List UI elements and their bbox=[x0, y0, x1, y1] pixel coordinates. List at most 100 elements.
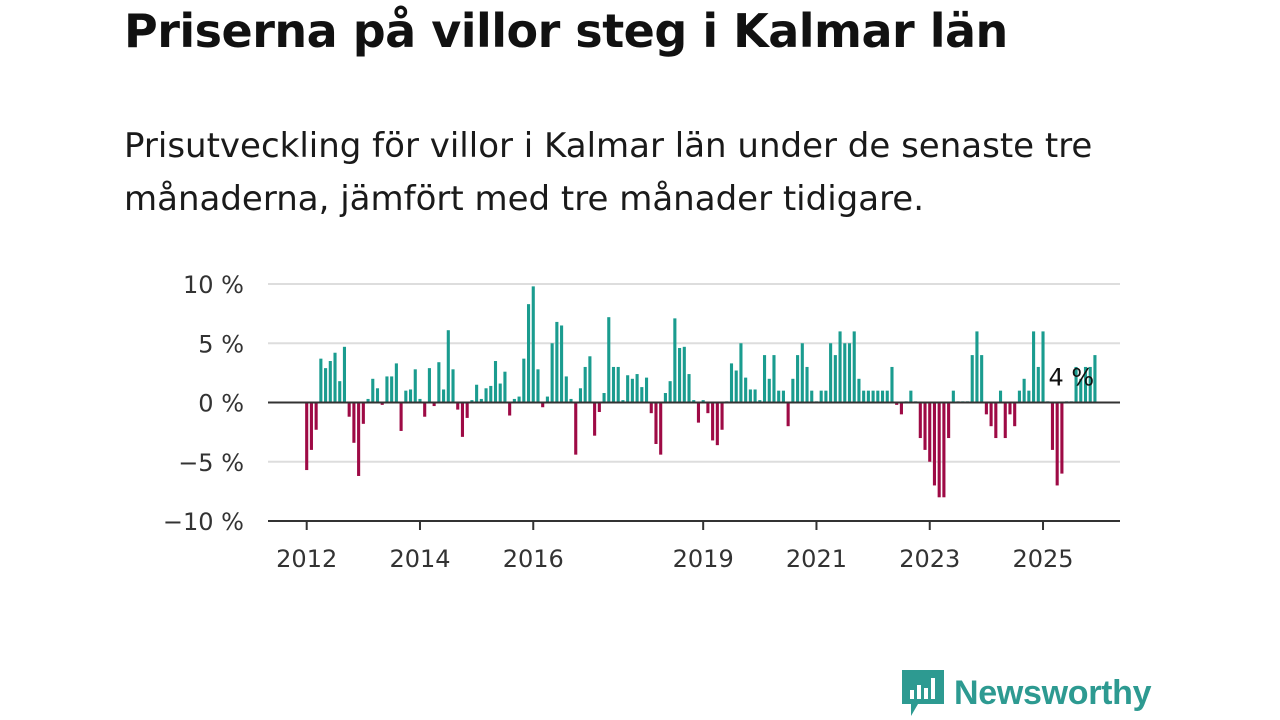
bar bbox=[446, 330, 450, 403]
bar bbox=[715, 402, 719, 446]
bar bbox=[347, 402, 351, 417]
bar bbox=[597, 402, 601, 412]
bar bbox=[1083, 366, 1088, 403]
axes bbox=[268, 401, 1120, 530]
bar bbox=[1093, 355, 1097, 403]
x-tick-label: 2014 bbox=[389, 545, 450, 573]
bar bbox=[1055, 402, 1059, 486]
bar bbox=[928, 402, 932, 462]
y-tick-label: 0 % bbox=[198, 390, 244, 418]
bars bbox=[305, 286, 1097, 498]
bar bbox=[484, 388, 488, 403]
bar bbox=[333, 352, 337, 403]
bar bbox=[352, 402, 356, 443]
bar bbox=[947, 402, 951, 439]
bar bbox=[918, 402, 922, 439]
bar bbox=[569, 398, 573, 403]
bar bbox=[522, 358, 526, 403]
bar bbox=[427, 368, 431, 403]
bar bbox=[767, 378, 771, 403]
bar bbox=[890, 366, 894, 403]
x-tick-label: 2021 bbox=[786, 545, 847, 573]
brand-logo: Newsworthy bbox=[902, 670, 1152, 716]
bar bbox=[328, 361, 332, 403]
bar bbox=[1088, 366, 1092, 403]
bar bbox=[998, 390, 1003, 403]
bar bbox=[885, 390, 889, 403]
bar bbox=[602, 393, 606, 403]
y-tick-label: 5 % bbox=[198, 330, 244, 358]
bar bbox=[338, 381, 342, 403]
bar bbox=[758, 400, 762, 403]
bar bbox=[413, 369, 417, 403]
bar bbox=[678, 347, 682, 403]
bar bbox=[659, 402, 663, 455]
bar bbox=[1036, 366, 1040, 403]
bar bbox=[531, 286, 535, 403]
bar bbox=[475, 384, 479, 403]
bar bbox=[711, 402, 715, 441]
bar bbox=[847, 343, 852, 403]
bar bbox=[871, 390, 875, 403]
bar bbox=[357, 402, 361, 476]
bar bbox=[706, 402, 710, 414]
bar bbox=[375, 388, 380, 403]
bar bbox=[305, 402, 309, 471]
bar bbox=[984, 402, 988, 415]
latest-value-label: 4 % bbox=[1048, 363, 1094, 391]
bar bbox=[692, 400, 696, 403]
bar bbox=[380, 402, 384, 405]
bar bbox=[857, 378, 861, 403]
bar bbox=[980, 355, 984, 403]
x-tick-label: 2025 bbox=[1012, 545, 1073, 573]
bar bbox=[550, 343, 554, 403]
bar bbox=[805, 366, 809, 403]
bar bbox=[626, 375, 630, 403]
bar bbox=[1041, 331, 1045, 403]
bar bbox=[489, 385, 493, 403]
bar bbox=[796, 355, 800, 403]
newsworthy-logo-icon bbox=[902, 670, 944, 716]
bar bbox=[923, 402, 927, 450]
tick-labels: 10 % 5 % 0 % −5 % −10 % 2012 2014 2016 2019 2021 2… bbox=[163, 271, 1094, 573]
bar bbox=[739, 343, 743, 403]
bar bbox=[682, 346, 686, 403]
bar bbox=[578, 388, 583, 403]
bar bbox=[701, 400, 705, 403]
bar bbox=[512, 398, 516, 403]
bar bbox=[479, 398, 483, 403]
bar bbox=[649, 402, 653, 414]
bar bbox=[536, 369, 540, 403]
bar bbox=[909, 390, 913, 403]
bar bbox=[640, 387, 644, 403]
bar bbox=[1013, 402, 1017, 427]
bar bbox=[583, 366, 587, 403]
bar bbox=[418, 398, 422, 403]
bar bbox=[824, 390, 828, 403]
bar bbox=[545, 396, 549, 403]
bar bbox=[319, 358, 323, 403]
bar bbox=[748, 389, 752, 403]
bar bbox=[810, 390, 814, 403]
chart-title: Priserna på villor steg i Kalmar län bbox=[124, 4, 1008, 58]
bar bbox=[371, 378, 375, 403]
bar bbox=[753, 389, 757, 403]
bar bbox=[1050, 402, 1055, 450]
x-tick-label: 2023 bbox=[899, 545, 960, 573]
bar bbox=[744, 377, 748, 403]
bar bbox=[1079, 378, 1083, 403]
bar bbox=[720, 402, 724, 430]
bar bbox=[866, 390, 870, 403]
bar bbox=[668, 381, 672, 403]
bar bbox=[970, 355, 974, 403]
bar bbox=[621, 400, 625, 403]
bar bbox=[932, 402, 937, 486]
bar bbox=[975, 331, 979, 403]
bar bbox=[574, 402, 578, 455]
bar bbox=[588, 356, 592, 403]
bar bbox=[324, 368, 328, 403]
bar bbox=[541, 402, 545, 408]
bar bbox=[829, 343, 833, 403]
bar bbox=[404, 390, 408, 403]
